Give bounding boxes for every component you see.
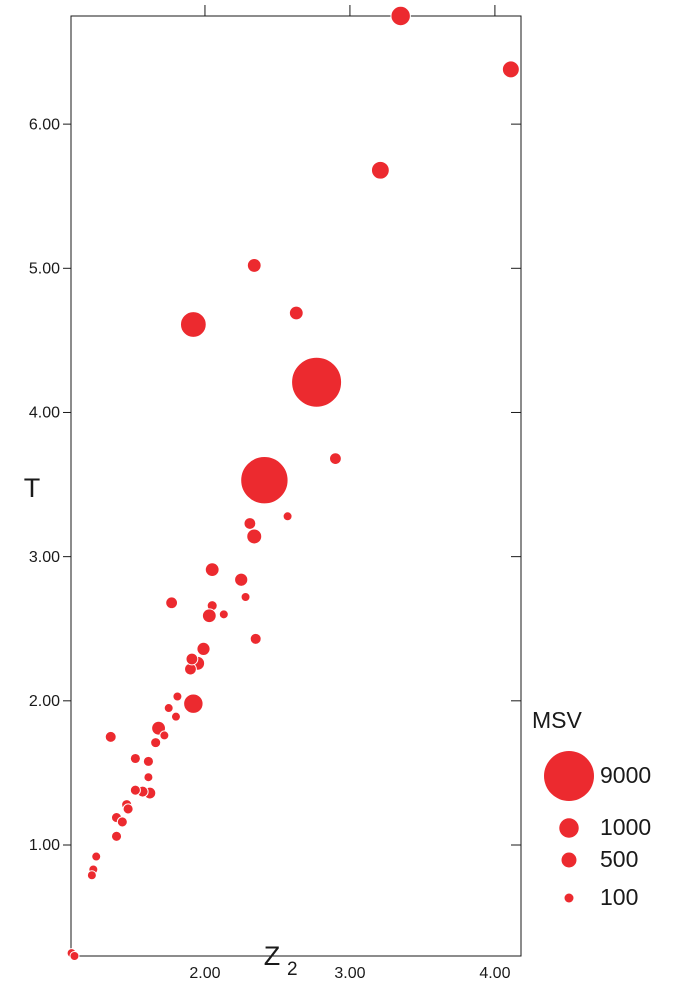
bubble (104, 730, 117, 743)
bubble (165, 596, 179, 610)
bubble (86, 870, 97, 881)
bubble (201, 608, 217, 624)
bubble (122, 803, 134, 815)
legend-label: 100 (600, 884, 638, 910)
bubble (129, 752, 141, 765)
bubble (282, 511, 293, 522)
bubble (329, 452, 342, 466)
legend-bubble (544, 751, 594, 801)
x-tick-label: 2.00 (189, 965, 220, 982)
bubble (291, 356, 343, 408)
bubble (183, 693, 204, 714)
bubble (390, 5, 411, 27)
bubble (249, 632, 262, 645)
legend-bubble (564, 893, 574, 903)
bubble (196, 641, 211, 657)
bubble (288, 305, 304, 321)
bubble (204, 562, 220, 578)
bubble (110, 830, 123, 842)
y-tick-label: 2.00 (29, 693, 60, 710)
x-tick-label: 3.00 (334, 965, 365, 982)
bubble (370, 160, 390, 180)
bubble (240, 592, 251, 603)
legend-label: 1000 (600, 814, 651, 840)
bubble (501, 60, 520, 79)
x-axis-title: Z (264, 941, 281, 971)
bubble (159, 730, 170, 741)
y-tick-label: 3.00 (29, 549, 60, 566)
bubble (172, 691, 183, 702)
x-tick-label: 4.00 (479, 965, 510, 982)
legend-bubble (559, 818, 579, 838)
bubble (234, 572, 249, 587)
bubble (246, 528, 263, 545)
y-axis-title: T (24, 473, 41, 503)
bubble (129, 784, 141, 796)
legend-title: MSV (532, 707, 583, 733)
legend-label: 9000 (600, 762, 651, 788)
bubble (185, 652, 199, 666)
y-tick-label: 1.00 (29, 837, 60, 854)
bubble (91, 851, 102, 862)
bubble (142, 755, 154, 767)
y-tick-label: 5.00 (29, 261, 60, 278)
bubble (143, 772, 154, 783)
bubble (240, 456, 289, 505)
bubble (69, 951, 80, 961)
bubble (150, 737, 162, 749)
x-axis-title-subscript: 2 (287, 959, 298, 980)
y-tick-label: 6.00 (29, 116, 60, 133)
plot-frame (70, 15, 522, 957)
bubble (163, 703, 174, 714)
legend-label: 500 (600, 846, 638, 872)
bubble (179, 311, 207, 338)
legend-bubble (561, 852, 577, 868)
bubble (218, 609, 229, 620)
bubble (243, 517, 257, 530)
bubble (246, 258, 262, 273)
bubble (116, 816, 128, 828)
bubble (170, 711, 181, 722)
y-tick-label: 4.00 (29, 405, 60, 422)
